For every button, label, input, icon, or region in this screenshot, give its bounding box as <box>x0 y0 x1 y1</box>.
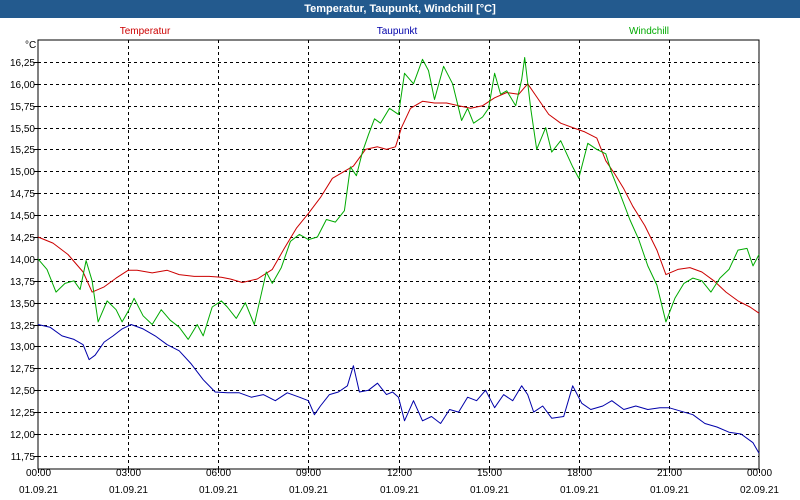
x-tick-date-label: 01.09.21 <box>560 485 599 496</box>
y-tick-label: 16,25 <box>10 58 35 69</box>
y-tick-label: 13,75 <box>10 277 35 288</box>
y-tick-label: 14,25 <box>10 233 35 244</box>
y-tick-label: 12,75 <box>10 364 35 375</box>
x-tick-date-label: 01.09.21 <box>650 485 689 496</box>
x-tick-time-label: 03:00 <box>116 468 141 479</box>
series-line-taupunkt <box>37 324 760 454</box>
y-tick-label: 12,25 <box>10 408 35 419</box>
series-line-temperatur <box>37 83 760 314</box>
legend-item-temperatur: Temperatur <box>120 26 171 37</box>
y-tick-label: 15,25 <box>10 145 35 156</box>
x-tick-time-label: 06:00 <box>206 468 231 479</box>
y-tick-label: 13,25 <box>10 321 35 332</box>
legend-item-windchill: Windchill <box>629 26 669 37</box>
series-line-windchill <box>37 57 760 340</box>
x-tick-time-label: 18:00 <box>567 468 592 479</box>
x-tick-date-label: 02.09.21 <box>740 485 779 496</box>
line-chart: 11,75 12,00 12,25 12,50 12,75 13,00 13,25 13,50… <box>0 18 800 500</box>
y-axis: 11,75 12,00 12,25 12,50 12,75 13,00 13,25 13,50… <box>10 58 38 463</box>
y-tick-label: 15,75 <box>10 102 35 113</box>
window-title: Temperatur, Taupunkt, Windchill [°C] <box>0 0 800 18</box>
y-tick-label: 13,50 <box>10 299 35 310</box>
y-tick-label: 15,00 <box>10 167 35 178</box>
y-tick-label: 12,50 <box>10 386 35 397</box>
y-tick-label: 13,00 <box>10 342 35 353</box>
x-tick-date-label: 01.09.21 <box>289 485 328 496</box>
x-tick-time-label: 21:00 <box>657 468 682 479</box>
y-tick-label: 12,00 <box>10 430 35 441</box>
x-tick-date-label: 01.09.21 <box>109 485 148 496</box>
x-tick-date-label: 01.09.21 <box>19 485 58 496</box>
x-tick-time-label: 12:00 <box>387 468 412 479</box>
x-tick-time-label: 15:00 <box>477 468 502 479</box>
y-axis-unit: °C <box>25 40 36 51</box>
legend: Temperatur Taupunkt Windchill <box>120 26 669 37</box>
y-tick-label: 15,50 <box>10 124 35 135</box>
x-tick-time-label: 00:00 <box>26 468 51 479</box>
x-tick-date-label: 01.09.21 <box>199 485 238 496</box>
grid <box>38 40 759 469</box>
x-tick-time-label: 00:00 <box>747 468 772 479</box>
x-tick-time-label: 09:00 <box>296 468 321 479</box>
y-tick-label: 14,50 <box>10 211 35 222</box>
legend-item-taupunkt: Taupunkt <box>377 26 418 37</box>
y-tick-label: 14,75 <box>10 189 35 200</box>
x-tick-date-label: 01.09.21 <box>470 485 509 496</box>
series-layer <box>37 57 760 454</box>
y-tick-label: 14,00 <box>10 255 35 266</box>
y-tick-label: 11,75 <box>11 452 36 463</box>
x-tick-date-label: 01.09.21 <box>380 485 419 496</box>
y-tick-label: 16,00 <box>10 80 35 91</box>
x-axis: 00:00 01.09.21 03:00 01.09.21 06:00 01.09.21 0… <box>19 468 779 496</box>
